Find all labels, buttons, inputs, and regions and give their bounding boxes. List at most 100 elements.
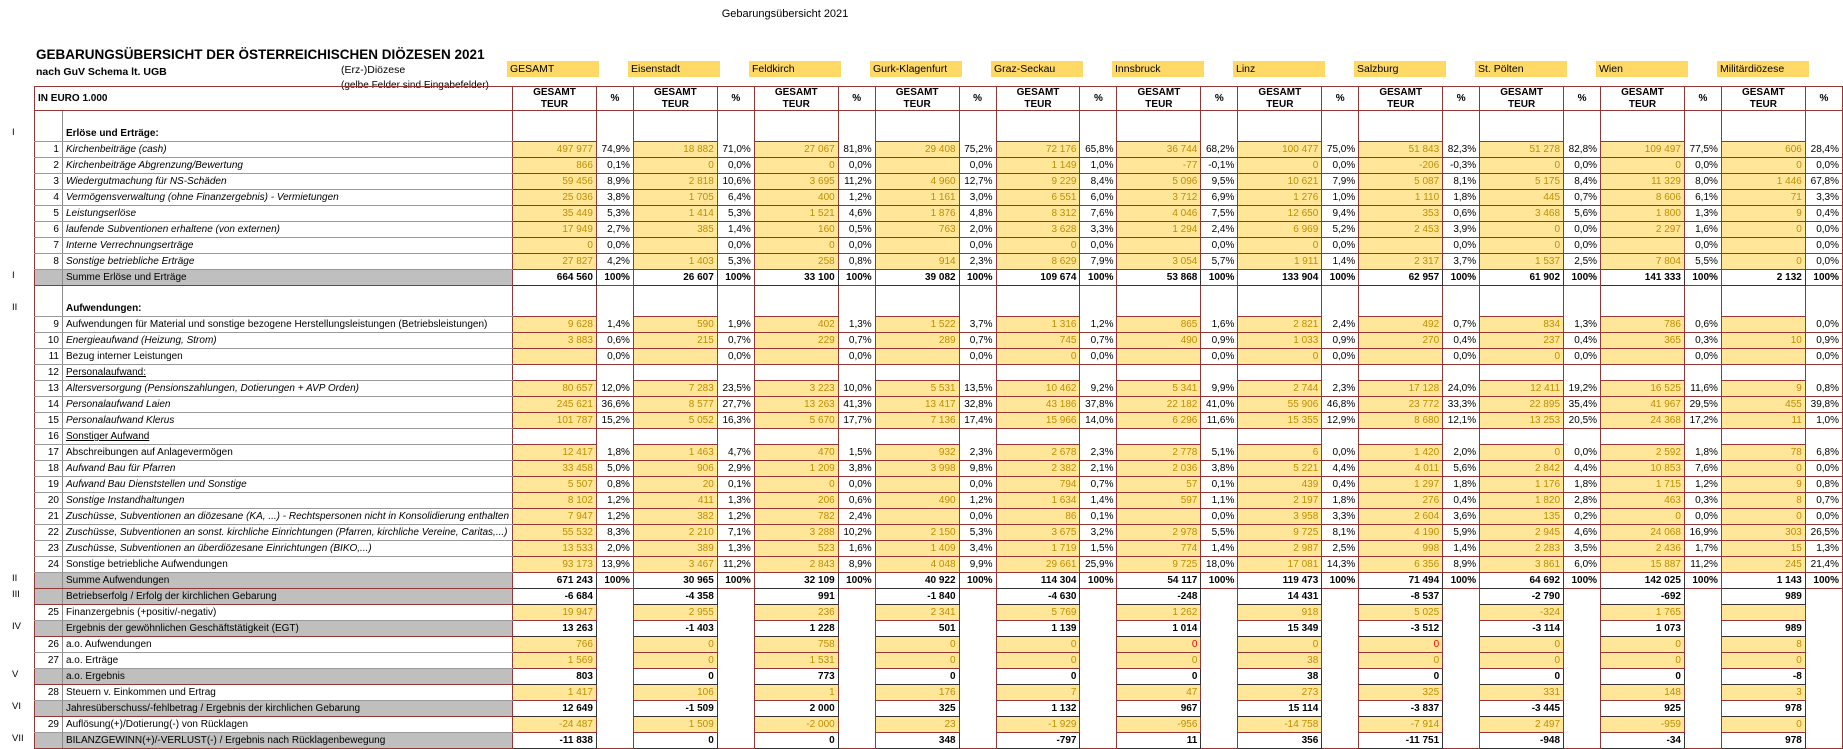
value-cell[interactable]: 6 551 [996, 189, 1081, 206]
value-cell[interactable]: 0 [1479, 157, 1565, 174]
value-cell[interactable]: 2 150 [875, 524, 960, 541]
value-cell[interactable] [1358, 348, 1444, 365]
value-cell[interactable]: 15 887 [1600, 556, 1685, 573]
value-cell[interactable]: 13 417 [875, 396, 960, 413]
value-cell[interactable]: 2 592 [1600, 444, 1685, 461]
value-cell[interactable]: 4 960 [875, 173, 960, 190]
value-cell[interactable]: 2 436 [1600, 540, 1685, 557]
value-cell[interactable]: 353 [1358, 205, 1444, 222]
value-cell[interactable]: 906 [633, 460, 718, 477]
value-cell[interactable]: 19 947 [512, 604, 597, 621]
value-cell[interactable] [1116, 237, 1202, 254]
value-cell[interactable]: 745 [996, 332, 1081, 349]
value-cell[interactable]: 3 223 [754, 380, 839, 397]
value-cell[interactable]: 2 283 [1479, 540, 1565, 557]
value-cell[interactable]: 411 [633, 492, 718, 509]
value-cell[interactable]: 3 628 [996, 221, 1081, 238]
value-cell[interactable]: 2 978 [1116, 524, 1202, 541]
value-cell[interactable]: 3 861 [1479, 556, 1565, 573]
value-cell[interactable]: 18 882 [633, 141, 718, 158]
value-cell[interactable]: 5 087 [1358, 173, 1444, 190]
value-cell[interactable]: 51 843 [1358, 141, 1444, 158]
value-cell[interactable]: 0 [1600, 636, 1685, 653]
value-cell[interactable]: 148 [1600, 684, 1685, 701]
value-cell[interactable]: 382 [633, 508, 718, 525]
value-cell[interactable]: 236 [754, 604, 839, 621]
value-cell[interactable]: 24 068 [1600, 524, 1685, 541]
value-cell[interactable] [633, 348, 718, 365]
value-cell[interactable]: 0 [1721, 253, 1806, 270]
value-cell[interactable]: 8 102 [512, 492, 597, 509]
value-cell[interactable] [1116, 508, 1202, 525]
value-cell[interactable]: 206 [754, 492, 839, 509]
value-cell[interactable]: 463 [1600, 492, 1685, 509]
value-cell[interactable]: 2 382 [996, 460, 1081, 477]
value-cell[interactable]: 774 [1116, 540, 1202, 557]
value-cell[interactable]: 3 467 [633, 556, 718, 573]
value-cell[interactable]: 13 263 [754, 396, 839, 413]
diocese-cell-st-p-lten[interactable]: St. Pölten [1475, 61, 1567, 77]
value-cell[interactable]: 497 977 [512, 141, 597, 158]
value-cell[interactable]: 1 705 [633, 189, 718, 206]
value-cell[interactable]: 2 945 [1479, 524, 1565, 541]
value-cell[interactable]: 160 [754, 221, 839, 238]
value-cell[interactable]: 135 [1479, 508, 1565, 525]
value-cell[interactable]: 1 276 [1237, 189, 1323, 206]
value-cell[interactable]: 80 657 [512, 380, 597, 397]
diocese-cell-wien[interactable]: Wien [1596, 61, 1688, 77]
value-cell[interactable]: 0 [1479, 221, 1565, 238]
value-cell[interactable]: 51 278 [1479, 141, 1565, 158]
value-cell[interactable]: 24 368 [1600, 412, 1685, 429]
value-cell[interactable] [754, 348, 839, 365]
value-cell[interactable]: 57 [1116, 476, 1202, 493]
value-cell[interactable]: 0 [1237, 157, 1323, 174]
value-cell[interactable]: 2 604 [1358, 508, 1444, 525]
value-cell[interactable]: 1 403 [633, 253, 718, 270]
value-cell[interactable]: 0 [1116, 652, 1202, 669]
value-cell[interactable]: 2 821 [1237, 316, 1323, 333]
value-cell[interactable]: 1 176 [1479, 476, 1565, 493]
value-cell[interactable]: 7 804 [1600, 253, 1685, 270]
diocese-cell-innsbruck[interactable]: Innsbruck [1112, 61, 1204, 77]
value-cell[interactable]: 7 136 [875, 412, 960, 429]
value-cell[interactable] [1600, 237, 1685, 254]
value-cell[interactable]: 23 [875, 716, 960, 733]
value-cell[interactable]: 0 [996, 636, 1081, 653]
value-cell[interactable] [1721, 604, 1806, 621]
value-cell[interactable]: 7 283 [633, 380, 718, 397]
value-cell[interactable]: 93 173 [512, 556, 597, 573]
value-cell[interactable]: 15 355 [1237, 412, 1323, 429]
value-cell[interactable]: 303 [1721, 524, 1806, 541]
value-cell[interactable]: 4 011 [1358, 460, 1444, 477]
value-cell[interactable]: -206 [1358, 157, 1444, 174]
value-cell[interactable]: 22 895 [1479, 396, 1565, 413]
value-cell[interactable]: 3 288 [754, 524, 839, 541]
value-cell[interactable]: 597 [1116, 492, 1202, 509]
value-cell[interactable]: 763 [875, 221, 960, 238]
value-cell[interactable]: 1 715 [1600, 476, 1685, 493]
value-cell[interactable]: 998 [1358, 540, 1444, 557]
value-cell[interactable]: 1 033 [1237, 332, 1323, 349]
value-cell[interactable]: 245 621 [512, 396, 597, 413]
value-cell[interactable]: 1 634 [996, 492, 1081, 509]
value-cell[interactable]: 1 409 [875, 540, 960, 557]
value-cell[interactable]: -7 914 [1358, 716, 1444, 733]
value-cell[interactable]: 6 969 [1237, 221, 1323, 238]
value-cell[interactable]: 1 537 [1479, 253, 1565, 270]
value-cell[interactable]: 490 [1116, 332, 1202, 349]
value-cell[interactable]: 36 744 [1116, 141, 1202, 158]
value-cell[interactable]: 0 [512, 237, 597, 254]
value-cell[interactable]: 1 719 [996, 540, 1081, 557]
diocese-cell-gurk-klagenfurt[interactable]: Gurk-Klagenfurt [870, 61, 962, 77]
value-cell[interactable]: 1 420 [1358, 444, 1444, 461]
value-cell[interactable]: 15 [1721, 540, 1806, 557]
value-cell[interactable]: 86 [996, 508, 1081, 525]
value-cell[interactable]: 0 [1479, 652, 1565, 669]
value-cell[interactable]: 17 949 [512, 221, 597, 238]
value-cell[interactable]: 215 [633, 332, 718, 349]
value-cell[interactable]: 22 182 [1116, 396, 1202, 413]
value-cell[interactable]: 492 [1358, 316, 1444, 333]
value-cell[interactable]: 43 186 [996, 396, 1081, 413]
value-cell[interactable]: 245 [1721, 556, 1806, 573]
value-cell[interactable] [512, 348, 597, 365]
